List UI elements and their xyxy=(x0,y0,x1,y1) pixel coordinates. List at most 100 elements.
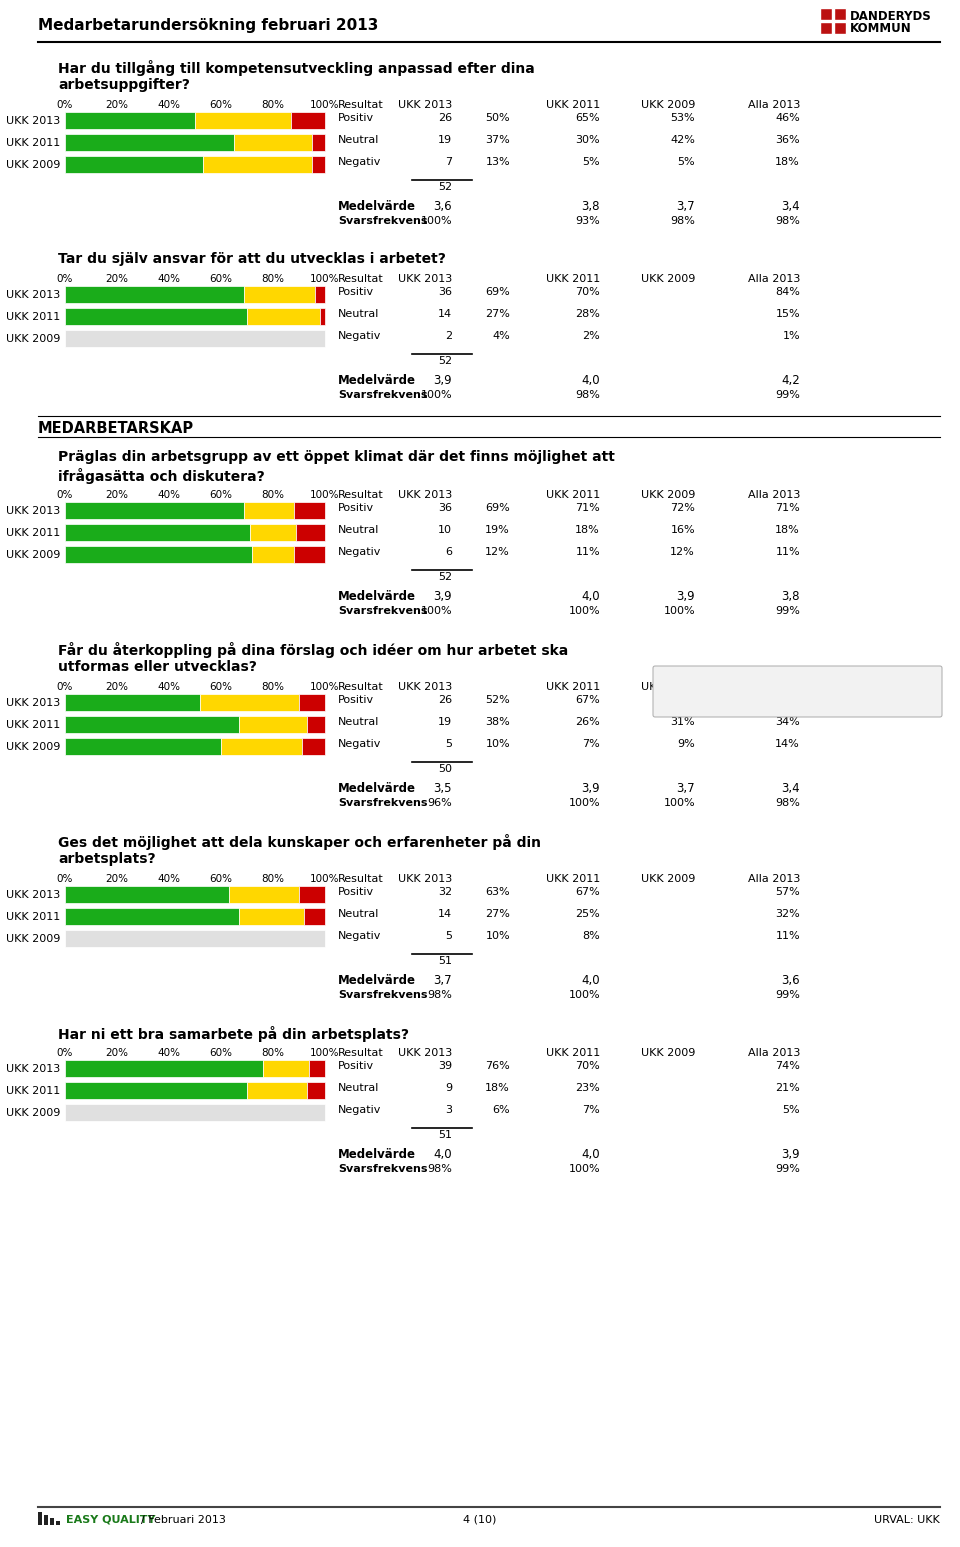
Text: 19: 19 xyxy=(438,135,452,145)
Bar xyxy=(65,308,247,325)
Text: 69%: 69% xyxy=(485,288,510,297)
Text: 3,7: 3,7 xyxy=(677,200,695,213)
Text: 52: 52 xyxy=(438,183,452,192)
Text: 3,9: 3,9 xyxy=(781,1148,800,1160)
Text: UKK 2013: UKK 2013 xyxy=(397,490,452,500)
Text: UKK 2013: UKK 2013 xyxy=(397,101,452,110)
Text: / Februari 2013: / Februari 2013 xyxy=(141,1515,226,1525)
Text: 32: 32 xyxy=(438,886,452,897)
Bar xyxy=(195,111,291,128)
Bar xyxy=(221,738,301,755)
Text: Resultat: Resultat xyxy=(338,274,384,285)
Bar xyxy=(65,886,228,903)
Text: Positiv: Positiv xyxy=(338,503,374,514)
Text: 20%: 20% xyxy=(106,101,129,110)
Text: Resultat: Resultat xyxy=(338,682,384,692)
Text: 15%: 15% xyxy=(776,309,800,319)
Text: KOMMUN: KOMMUN xyxy=(850,22,912,36)
Bar xyxy=(65,135,234,152)
Text: 76%: 76% xyxy=(485,1061,510,1071)
Bar xyxy=(304,908,325,925)
Text: 63%: 63% xyxy=(486,886,510,897)
Text: Positiv: Positiv xyxy=(338,288,374,297)
Text: 74%: 74% xyxy=(775,1061,800,1071)
Text: 99%: 99% xyxy=(775,1163,800,1174)
Text: UKK 2013: UKK 2013 xyxy=(6,506,60,515)
Text: Svarsfrekvens: Svarsfrekvens xyxy=(338,798,427,808)
Text: 31%: 31% xyxy=(670,716,695,727)
Text: 52%: 52% xyxy=(485,695,510,705)
Text: UKK 2013: UKK 2013 xyxy=(397,274,452,285)
Bar xyxy=(65,524,250,541)
Text: 30%: 30% xyxy=(575,135,600,145)
Text: UKK 2011: UKK 2011 xyxy=(545,101,600,110)
Text: 36: 36 xyxy=(438,503,452,514)
Text: Ges det möjlighet att dela kunskaper och erfarenheter på din: Ges det möjlighet att dela kunskaper och… xyxy=(58,834,541,849)
Text: 6%: 6% xyxy=(492,1105,510,1115)
Text: 20%: 20% xyxy=(106,274,129,285)
Bar xyxy=(245,501,294,518)
Text: Negativ: Negativ xyxy=(338,931,381,941)
Text: 0%: 0% xyxy=(57,274,73,285)
Text: 0%: 0% xyxy=(57,101,73,110)
Bar xyxy=(65,716,239,733)
Bar xyxy=(44,1515,48,1525)
Bar xyxy=(312,135,325,152)
Text: 40%: 40% xyxy=(157,101,180,110)
Text: 3,9: 3,9 xyxy=(433,374,452,387)
FancyBboxPatch shape xyxy=(653,667,942,716)
Text: 40%: 40% xyxy=(157,490,180,500)
Text: 60%: 60% xyxy=(209,682,232,692)
Text: Negativ: Negativ xyxy=(338,548,381,557)
Text: Positiv: Positiv xyxy=(338,695,374,705)
Bar xyxy=(65,930,325,947)
Text: 100%: 100% xyxy=(310,101,340,110)
Text: Alla 2013: Alla 2013 xyxy=(748,874,800,883)
Text: 60%: 60% xyxy=(209,101,232,110)
Bar xyxy=(56,1521,60,1525)
Text: 80%: 80% xyxy=(261,874,284,883)
Text: 93%: 93% xyxy=(575,217,600,226)
Text: UKK 2009: UKK 2009 xyxy=(6,549,60,560)
Text: 3,9: 3,9 xyxy=(677,589,695,603)
Text: 100%: 100% xyxy=(420,390,452,401)
Bar xyxy=(234,135,312,152)
Text: UKK 2013: UKK 2013 xyxy=(6,1063,60,1074)
Text: 98%: 98% xyxy=(427,1163,452,1174)
Text: 80%: 80% xyxy=(261,490,284,500)
Bar xyxy=(239,908,304,925)
Text: 18%: 18% xyxy=(776,524,800,535)
Text: 52: 52 xyxy=(438,356,452,367)
Text: UKK 2013: UKK 2013 xyxy=(6,116,60,125)
Text: 4,0: 4,0 xyxy=(582,1148,600,1160)
Text: 4,2: 4,2 xyxy=(781,374,800,387)
Text: 37%: 37% xyxy=(485,135,510,145)
Text: 19%: 19% xyxy=(485,524,510,535)
Bar xyxy=(252,546,294,563)
Text: 2: 2 xyxy=(444,331,452,340)
Text: Resultat: Resultat xyxy=(338,101,384,110)
Text: UKK 2011: UKK 2011 xyxy=(545,682,600,692)
Text: 18%: 18% xyxy=(485,1083,510,1094)
Text: Resultat: Resultat xyxy=(338,1047,384,1058)
Bar xyxy=(299,695,325,712)
Text: 98%: 98% xyxy=(575,390,600,401)
Bar xyxy=(65,1060,263,1077)
Bar xyxy=(250,524,297,541)
Text: Neutral: Neutral xyxy=(338,1083,379,1094)
Bar xyxy=(320,308,325,325)
Text: 100%: 100% xyxy=(420,606,452,616)
Text: 71%: 71% xyxy=(575,503,600,514)
Text: 51: 51 xyxy=(438,1129,452,1140)
Text: 11%: 11% xyxy=(776,931,800,941)
Text: UKK 2013: UKK 2013 xyxy=(6,890,60,899)
Text: 20%: 20% xyxy=(106,490,129,500)
Text: 5%: 5% xyxy=(678,156,695,167)
Text: 14: 14 xyxy=(438,910,452,919)
Text: 80%: 80% xyxy=(261,274,284,285)
Text: 100%: 100% xyxy=(568,798,600,808)
Text: 10: 10 xyxy=(438,524,452,535)
Text: 20%: 20% xyxy=(106,682,129,692)
Text: Negativ: Negativ xyxy=(338,331,381,340)
Bar xyxy=(294,546,325,563)
